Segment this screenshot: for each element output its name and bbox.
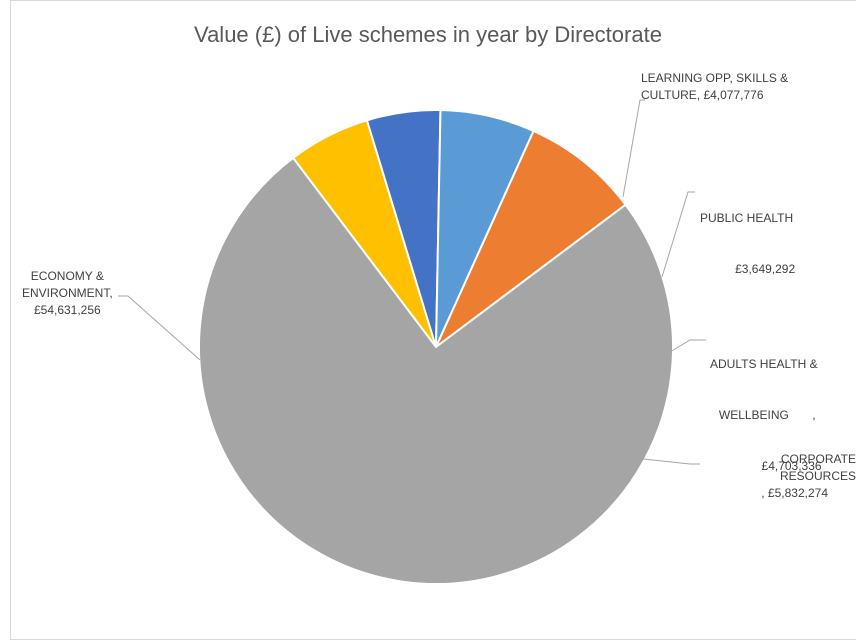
- leader-line-public-health: [661, 191, 695, 278]
- leader-line-economy-environment: [118, 295, 201, 361]
- slice-corporate-resources: [435, 129, 627, 348]
- data-label-public-health: PUBLIC HEALTH , £3,649,292: [700, 211, 856, 276]
- leader-line-corporate-resources: [642, 458, 700, 465]
- chart-title: Value (£) of Live schemes in year by Dir…: [194, 22, 662, 47]
- data-label-economy-environment: ECONOMY & ENVIRONMENT, £54,631,256: [22, 269, 113, 317]
- leader-line-learning: [622, 99, 645, 198]
- data-label-corporate-resources: CORPORATE RESOURCES , £5,832,274: [761, 452, 856, 500]
- data-label-adults-health: ADULTS HEALTH & WELLBEING , £4,703,336: [710, 357, 822, 473]
- slice-economy-environment: [198, 156, 674, 585]
- leader-line-adults-health: [669, 339, 706, 353]
- data-label-learning: LEARNING OPP, SKILLS & CULTURE, £4,077,7…: [641, 71, 789, 102]
